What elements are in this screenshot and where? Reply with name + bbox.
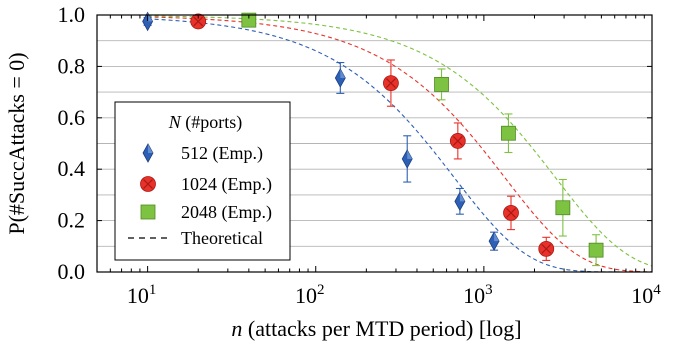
circle-cross xyxy=(506,207,516,218)
legend-entry-label: 1024 (Emp.) xyxy=(181,174,272,195)
marker-diamond xyxy=(142,143,154,163)
x-axis-label: n (attacks per MTD period) [log] xyxy=(231,316,521,341)
marker-square xyxy=(140,204,156,220)
square-shape xyxy=(241,12,257,28)
marker-diamond xyxy=(488,231,500,251)
marker-square xyxy=(501,125,516,141)
x-tick-labels: 101 102 103 104 xyxy=(127,282,661,308)
marker-diamond xyxy=(334,68,346,88)
y-tick-label: 0.2 xyxy=(58,208,86,233)
circle-cross xyxy=(143,179,153,189)
x-tick-label-exponent: 4 xyxy=(653,282,661,298)
circle-cross xyxy=(452,136,463,146)
legend-entry-label: 512 (Emp.) xyxy=(181,143,263,164)
square-shape xyxy=(501,125,516,141)
y-tick-label: 0.0 xyxy=(58,259,86,284)
circle-cross xyxy=(541,243,552,254)
theoretical-curve xyxy=(147,18,652,273)
diamond-highlight xyxy=(148,144,153,153)
square-shape xyxy=(140,204,156,220)
axis-ticks xyxy=(96,14,653,273)
legend-entry-label: Theoretical xyxy=(181,228,263,248)
marker-circle xyxy=(140,176,156,192)
x-tick-label: 104 xyxy=(631,282,661,308)
diamond-highlight xyxy=(407,149,413,159)
x-tick-label-base: 10 xyxy=(295,283,317,308)
x-tick-label: 102 xyxy=(295,282,325,308)
x-tick-label-exponent: 1 xyxy=(149,282,157,298)
circle-cross xyxy=(385,78,396,89)
theoretical-curve xyxy=(147,15,653,267)
marker-square xyxy=(555,200,571,216)
y-tick-label: 0.6 xyxy=(58,105,86,130)
marker-diamond xyxy=(401,149,413,169)
x-tick-label-base: 10 xyxy=(127,283,149,308)
square-shape xyxy=(434,76,449,92)
data-markers xyxy=(142,11,604,258)
square-shape xyxy=(555,200,571,216)
legend-title-text: (#ports) xyxy=(181,112,243,133)
x-tick-label-base: 10 xyxy=(463,283,485,308)
marker-circle xyxy=(449,133,466,149)
y-tick-label: 1.0 xyxy=(58,2,86,27)
legend-title-variable: N xyxy=(168,112,182,132)
marker-circle xyxy=(190,13,207,30)
x-axis-label-text: (attacks per MTD period) [log] xyxy=(242,316,521,341)
x-tick-label-exponent: 3 xyxy=(485,282,493,298)
x-tick-label: 103 xyxy=(463,282,493,308)
x-tick-label-base: 10 xyxy=(631,283,653,308)
diamond-highlight xyxy=(340,68,346,78)
x-axis-label-variable: n xyxy=(231,316,242,341)
diamond-highlight xyxy=(459,192,465,202)
diamond-highlight xyxy=(494,232,500,242)
marker-square xyxy=(588,242,604,258)
marker-circle xyxy=(538,240,555,257)
x-tick-label: 101 xyxy=(127,282,157,308)
marker-square xyxy=(434,76,449,92)
x-tick-label-exponent: 2 xyxy=(317,282,325,298)
marker-diamond xyxy=(454,191,466,212)
marker-square xyxy=(241,12,257,28)
legend-entries: 512 (Emp.) 1024 (Emp.) 2048 (Emp.) Theoreti… xyxy=(128,143,272,248)
marker-circle xyxy=(503,204,519,221)
y-axis-label: P(#SuccAttacks = 0) xyxy=(4,52,29,234)
y-tick-labels: 0.0 0.2 0.4 0.6 0.8 1.0 xyxy=(58,2,86,284)
theoretical-curve xyxy=(147,16,653,273)
legend: N (#ports) 512 (Emp.) 1024 (Emp.) 2048 (Em… xyxy=(114,101,291,261)
y-tick-label: 0.8 xyxy=(58,53,86,78)
legend-entry-label: 2048 (Emp.) xyxy=(181,202,272,223)
marker-circle xyxy=(383,75,399,92)
circle-cross xyxy=(193,16,204,27)
square-shape xyxy=(588,242,604,258)
theoretical-curves xyxy=(147,15,653,273)
y-tick-label: 0.4 xyxy=(58,156,86,181)
legend-title: N (#ports) xyxy=(168,112,243,133)
plot-frame xyxy=(96,14,653,273)
